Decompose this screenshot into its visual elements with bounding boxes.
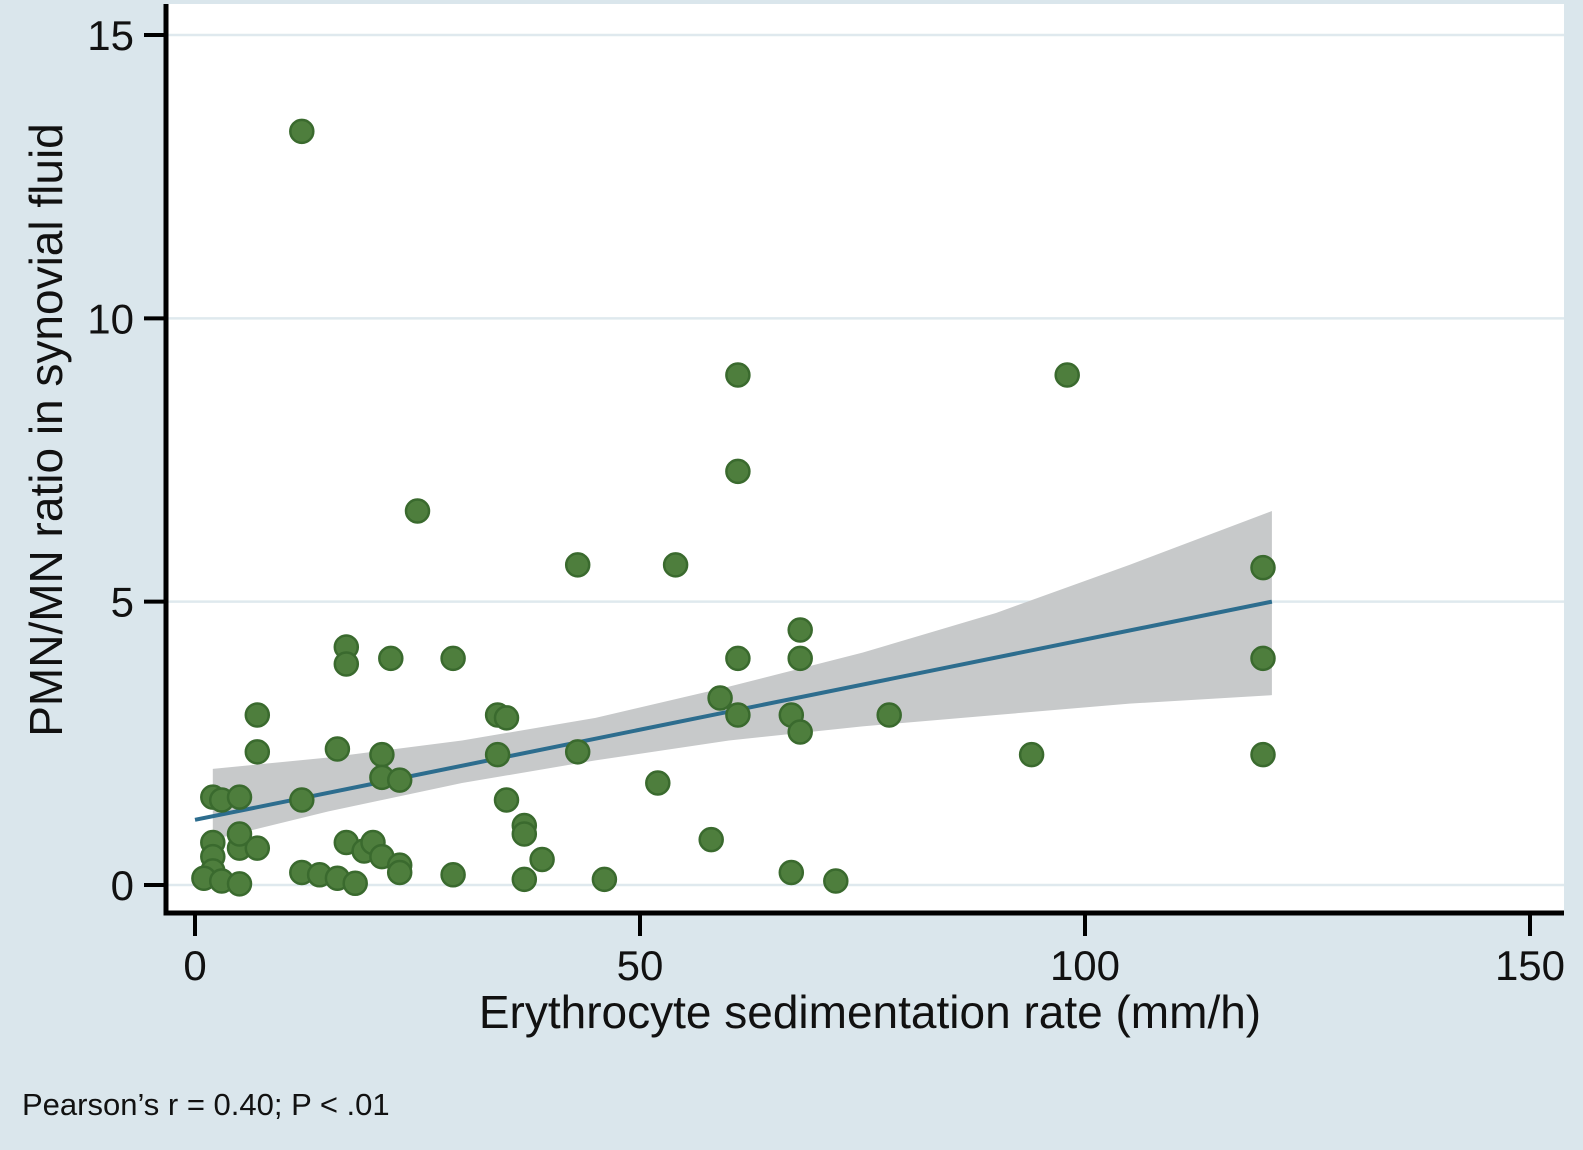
- data-point: [564, 739, 591, 765]
- data-point: [662, 552, 689, 578]
- data-point: [511, 866, 538, 893]
- data-point: [1250, 554, 1276, 581]
- data-point: [529, 846, 555, 873]
- confidence-band: [212, 511, 1272, 840]
- data-point: [725, 458, 751, 485]
- x-tick-label: 100: [1050, 942, 1120, 989]
- data-point: [876, 702, 902, 728]
- data-point: [333, 651, 360, 677]
- x-tick-label: 0: [183, 942, 206, 989]
- x-tick-label: 50: [617, 942, 664, 989]
- data-point: [698, 826, 724, 853]
- data-point: [226, 821, 253, 847]
- data-point: [386, 859, 413, 886]
- data-point: [493, 787, 520, 813]
- data-point: [707, 685, 733, 711]
- data-point: [289, 787, 315, 813]
- data-point: [778, 859, 805, 886]
- data-point: [342, 870, 368, 897]
- data-point: [226, 784, 253, 810]
- data-point: [226, 871, 253, 897]
- y-tick-label: 0: [111, 862, 134, 909]
- data-point: [404, 498, 431, 524]
- data-point: [787, 645, 813, 672]
- data-point: [440, 862, 466, 888]
- scatter-points: [191, 118, 1276, 897]
- data-point: [378, 645, 404, 672]
- data-point: [645, 770, 671, 796]
- data-point: [787, 617, 813, 643]
- data-point: [1250, 741, 1276, 768]
- data-point: [244, 739, 271, 765]
- pearson-annotation: Pearson’s r = 0.40; P < .01: [22, 1087, 390, 1122]
- data-point: [564, 552, 591, 578]
- data-point: [823, 868, 849, 894]
- data-point: [440, 645, 466, 672]
- data-point: [493, 705, 520, 731]
- data-point: [484, 741, 511, 768]
- data-point: [386, 767, 413, 793]
- data-point: [289, 118, 315, 145]
- data-point: [1250, 645, 1276, 672]
- ci-band-polygon: [212, 511, 1272, 840]
- data-point: [725, 362, 751, 388]
- y-tick-label: 15: [87, 12, 134, 59]
- data-point: [1018, 741, 1045, 768]
- data-point: [725, 645, 751, 672]
- y-axis-title: PMN/MN ratio in synovial fluid: [20, 123, 72, 737]
- data-point: [324, 736, 351, 762]
- data-point: [787, 719, 813, 745]
- data-point: [1054, 362, 1080, 388]
- data-point: [511, 821, 538, 847]
- data-point: [591, 866, 618, 893]
- data-point: [244, 702, 271, 728]
- x-tick-label: 150: [1495, 942, 1565, 989]
- y-tick-label: 10: [87, 295, 134, 342]
- data-point: [369, 741, 395, 768]
- data-point: [244, 835, 271, 861]
- data-point: [725, 702, 751, 728]
- x-axis-title: Erythrocyte sedimentation rate (mm/h): [479, 986, 1261, 1038]
- y-tick-label: 5: [111, 579, 134, 626]
